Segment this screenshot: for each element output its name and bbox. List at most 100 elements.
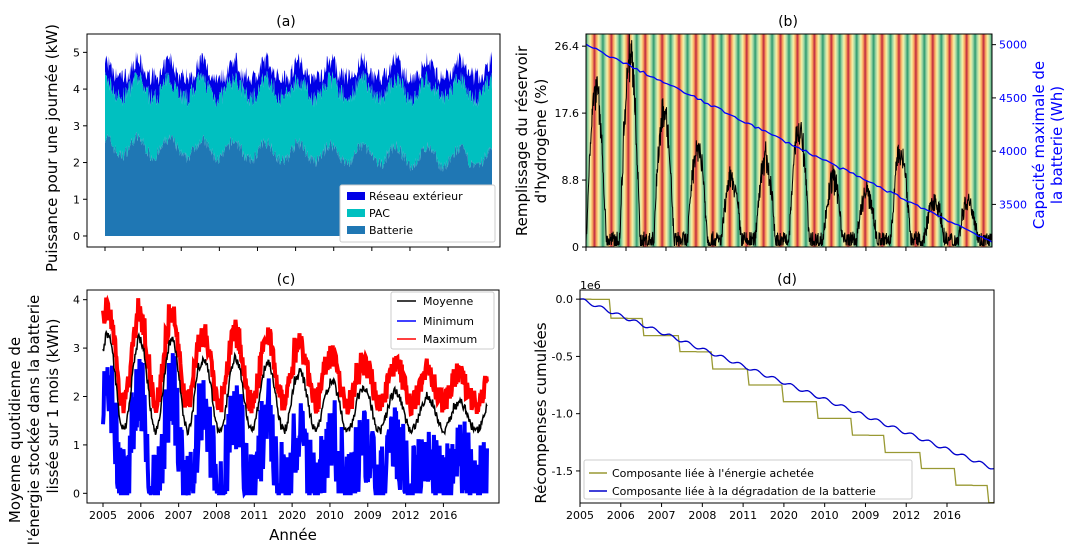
panel-b-ylabel-line2: d'hydrogène (%) [532,79,550,204]
panel-d: (d) 1e6 0.0 -0.5 -1.0 -1.5 2005 2006 2007 2008… [532,272,995,522]
series-degradation-batterie-line [580,298,994,470]
panel-c-x-tick-label: 2010 [316,509,344,522]
panel-d-legend: Composante liée à l'énergie achetée Comp… [583,459,913,500]
legend-label-degradation: Composante liée à la dégradation de la b… [612,485,876,498]
panel-b-y-tick-label: 17.6 [555,107,580,120]
panel-c-y-tick-label: 3 [73,342,80,355]
series-minimum-line [101,353,489,499]
panel-b-seasonal-background [586,34,992,247]
panel-d-title: (d) [777,272,797,288]
panel-b-y2-axis: 3500 4000 4500 5000 [992,39,1027,211]
series-capacite-line [586,43,992,243]
panel-d-y-tick-label: -1.5 [552,465,573,478]
series-maximum-line [101,294,489,417]
legend-label-energie: Composante liée à l'énergie achetée [612,467,814,480]
panel-d-y-axis: 0.0 -0.5 -1.0 -1.5 [552,293,580,478]
panel-c-x-tick-label: 2016 [429,509,457,522]
panel-c-y-tick-label: 1 [73,439,80,452]
panel-d-x-tick-label: 2009 [851,509,879,522]
legend-label-reseau: Réseau extérieur [369,190,463,203]
panel-a-y-tick-label: 5 [73,46,80,59]
series-energie-achetee-line [580,298,994,503]
panel-d-x-tick-label: 2008 [688,509,716,522]
panel-b-y2label-line2: la batterie (Wh) [1048,86,1066,204]
panel-c-title: (c) [277,272,296,288]
panel-c-x-axis: 2005 2006 2007 2008 2011 2020 2010 2009 2012 2016 [89,503,457,522]
panel-b: (b) 0 8.8 17.6 26.4 3500 4000 4500 5000 Rempli… [513,14,1066,254]
panel-d-y-tick-label: -1.0 [552,408,573,421]
panel-d-ylabel: Récompenses cumulées [532,322,550,503]
panel-c-y-tick-label: 4 [73,294,80,307]
panel-b-x-axis [585,247,947,251]
series-moyenne-line [102,329,488,436]
legend-label-minimum: Minimum [423,315,474,328]
panel-b-plot [586,34,992,247]
panel-c-x-tick-label: 2005 [89,509,117,522]
panel-d-x-tick-label: 2010 [811,509,839,522]
panel-b-y-axis: 0 8.8 17.6 26.4 [555,40,586,254]
panel-b-ylabel-line1: Remplissage du réservoir [513,45,531,236]
panel-b-y-tick-label: 0 [572,241,579,254]
panel-b-title: (b) [778,14,798,30]
panel-c-x-tick-label: 2006 [127,509,155,522]
panel-d-x-tick-label: 2012 [892,509,920,522]
panel-c-ylabel-line2: l'énergie stockée dans la batterie [25,295,43,546]
panel-c-x-tick-label: 2011 [240,509,268,522]
panel-a-y-axis: 0 1 2 3 4 5 [73,46,87,243]
panel-c-y-axis: 0 1 2 3 4 [73,294,87,500]
panel-d-x-tick-label: 2006 [607,509,635,522]
legend-swatch-pac [347,209,365,217]
legend-swatch-reseau [347,192,365,200]
panel-d-x-tick-label: 2011 [729,509,757,522]
panel-c-x-tick-label: 2007 [165,509,193,522]
panel-d-x-tick-label: 2005 [566,509,594,522]
panel-b-y2label-line1: Capacité maximale de [1030,61,1048,229]
legend-label-maximum: Maximum [423,333,477,346]
panel-d-frame [579,289,995,504]
panel-c-x-tick-label: 2008 [202,509,230,522]
panel-b-y-tick-label: 26.4 [555,40,580,53]
panel-a-ylabel: Puissance pour une journée (kW) [43,24,61,272]
panel-a-y-tick-label: 1 [73,193,80,206]
panel-b-y-tick-label: 8.8 [562,174,580,187]
panel-c-x-tick-label: 2009 [354,509,382,522]
legend-swatch-batterie [347,226,365,234]
panel-c-x-tick-label: 2020 [278,509,306,522]
panel-d-offset-label: 1e6 [580,279,601,292]
legend-label-moyenne: Moyenne [423,295,473,308]
panel-c-x-tick-label: 2012 [392,509,420,522]
series-pac-area [105,70,492,172]
panel-b-y2-tick-label: 3500 [999,198,1027,211]
panel-a-title: (a) [276,14,296,30]
panel-d-y-tick-label: -0.5 [552,350,573,363]
panel-c-legend: Moyenne Minimum Maximum [390,291,495,350]
panel-d-x-tick-label: 2016 [933,509,961,522]
x-axis-label: Année [269,526,317,544]
panel-d-y-tick-label: 0.0 [556,293,574,306]
panel-c-y-tick-label: 0 [73,487,80,500]
legend-label-pac: PAC [369,207,390,220]
panel-c-y-tick-label: 2 [73,391,80,404]
panel-b-y2-tick-label: 4000 [999,145,1027,158]
panel-d-x-tick-label: 2020 [770,509,798,522]
panel-b-frame [585,33,993,248]
panel-c-ylabel-line3: lissée sur 1 mois (kWh) [44,318,62,493]
panel-a-y-tick-label: 3 [73,120,80,133]
panel-b-y2-tick-label: 5000 [999,39,1027,52]
panel-a-y-tick-label: 0 [73,230,80,243]
panel-c-ylabel-line1: Moyenne quotidienne de [6,337,24,523]
panel-a-legend: Réseau extérieur PAC Batterie [339,184,496,243]
panel-d-x-axis: 2005 2006 2007 2008 2011 2020 2010 2009 2012 2016 [566,503,961,522]
legend-label-batterie: Batterie [369,224,413,237]
panel-a-y-tick-label: 4 [73,83,80,96]
panel-d-plot [580,298,994,503]
panel-b-y2-tick-label: 4500 [999,92,1027,105]
series-reseau-exterieur-area [105,51,492,108]
panel-a-x-axis [104,247,449,251]
series-remplissage-line [586,34,992,247]
panel-a: (a) 0 1 2 3 4 5 Puissance pour une journée (k… [43,14,501,272]
panel-c-plot [101,294,489,499]
panel-a-frame [86,33,501,248]
